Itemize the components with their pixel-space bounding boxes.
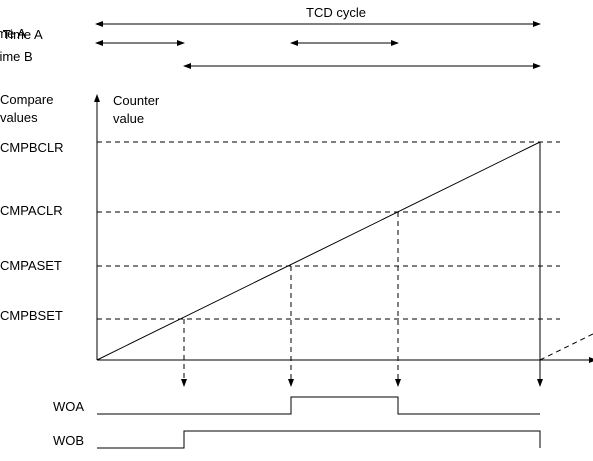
wob-label: WOB [53, 433, 84, 448]
y-label: Compare [0, 92, 53, 107]
wob-signal [97, 430, 541, 449]
level-label: CMPASET [0, 258, 62, 273]
level-label: CMPBCLR [0, 140, 64, 155]
cycle-label: TCD cycle [306, 5, 366, 20]
counter-label: Counter [113, 93, 160, 108]
woa-label: WOA [53, 399, 84, 414]
level-label: CMPACLR [0, 203, 63, 218]
on-time-a-label: On Time A [0, 27, 43, 42]
levels [97, 141, 560, 320]
level-label: CMPBSET [0, 308, 63, 323]
time-a-label: Time A [0, 26, 26, 41]
axes [94, 94, 593, 363]
woa-signal [97, 396, 540, 415]
span-arrows [95, 21, 541, 69]
y-label: values [0, 110, 38, 125]
counter-label: value [113, 111, 144, 126]
counter-ramp [96, 141, 593, 387]
time-b-label: Time B [0, 49, 33, 64]
